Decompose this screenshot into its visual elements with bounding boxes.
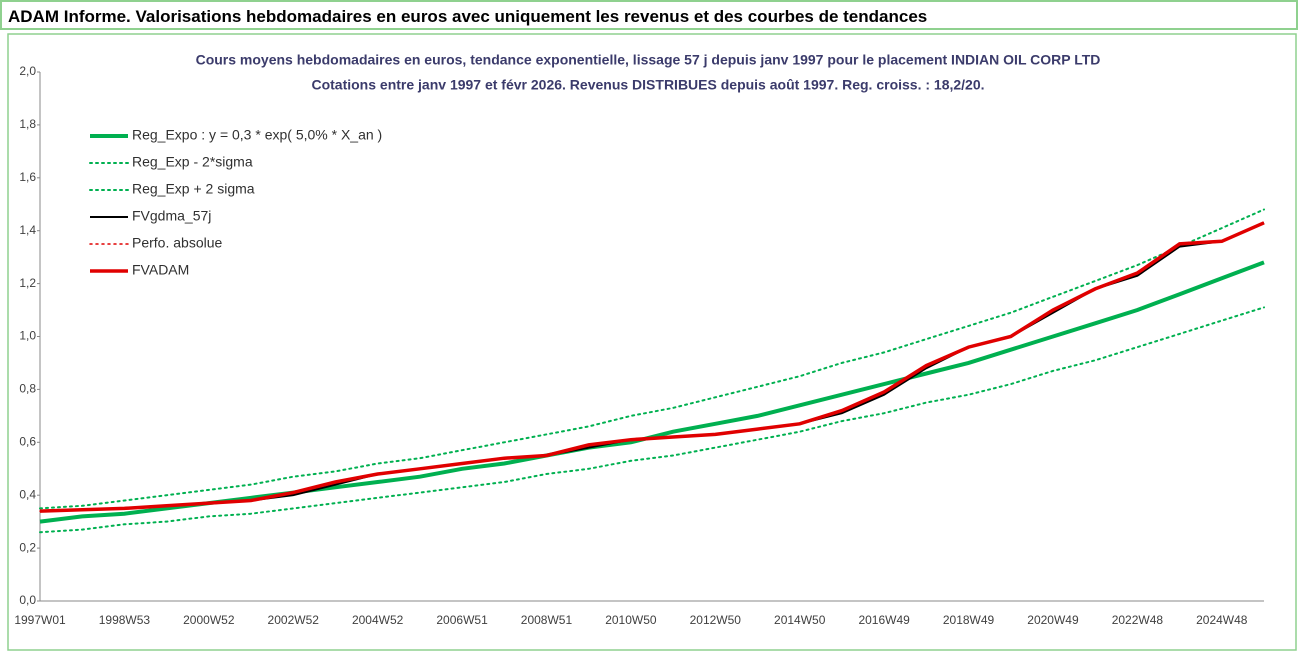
legend-label: FVADAM [132, 262, 189, 278]
x-tick-label: 2000W52 [183, 613, 235, 627]
x-tick-label: 2002W52 [268, 613, 320, 627]
y-tick-label: 0,0 [19, 593, 36, 607]
x-tick-label: 1997W01 [14, 613, 66, 627]
page-title: ADAM Informe. Valorisations hebdomadaire… [0, 0, 1298, 30]
legend-label: Reg_Expo : y = 0,3 * exp( 5,0% * X_an ) [132, 127, 382, 143]
legend-label: Reg_Exp - 2*sigma [132, 154, 253, 170]
series-line [39, 221, 1265, 513]
y-tick-label: 0,4 [19, 487, 36, 501]
y-tick-label: 1,8 [19, 117, 36, 131]
x-tick-label: 2008W51 [521, 613, 573, 627]
series-line [39, 306, 1265, 534]
legend-label: Reg_Exp + 2 sigma [132, 181, 255, 197]
x-tick-label: 2012W50 [690, 613, 742, 627]
y-tick-label: 1,0 [19, 329, 36, 343]
y-tick-label: 1,4 [19, 223, 36, 237]
y-tick-label: 2,0 [19, 64, 36, 78]
y-tick-label: 0,2 [19, 540, 36, 554]
series-line [39, 208, 1265, 510]
y-tick-label: 1,6 [19, 170, 36, 184]
chart-border [7, 33, 1297, 651]
y-tick-label: 0,8 [19, 382, 36, 396]
series-line [39, 221, 1265, 513]
series-line [39, 222, 1265, 512]
legend-label: FVgdma_57j [132, 208, 211, 224]
x-tick-label: 2024W48 [1196, 613, 1248, 627]
legend-label: Perfo. absolue [132, 235, 222, 251]
y-tick-label: 1,2 [19, 276, 36, 290]
x-tick-label: 2016W49 [858, 613, 910, 627]
x-tick-label: 1998W53 [99, 613, 151, 627]
chart-subtitle: Cotations entre janv 1997 et févr 2026. … [311, 77, 984, 93]
x-tick-label: 2014W50 [774, 613, 826, 627]
x-tick-label: 2020W49 [1027, 613, 1079, 627]
x-tick-label: 2010W50 [605, 613, 657, 627]
x-tick-label: 2022W48 [1112, 613, 1164, 627]
chart: Cours moyens hebdomadaires en euros, ten… [7, 33, 1297, 651]
x-tick-label: 2018W49 [943, 613, 995, 627]
series-line [39, 260, 1265, 524]
y-tick-label: 0,6 [19, 434, 36, 448]
chart-subtitle: Cours moyens hebdomadaires en euros, ten… [196, 52, 1101, 68]
x-tick-label: 2004W52 [352, 613, 404, 627]
x-tick-label: 2006W51 [436, 613, 488, 627]
